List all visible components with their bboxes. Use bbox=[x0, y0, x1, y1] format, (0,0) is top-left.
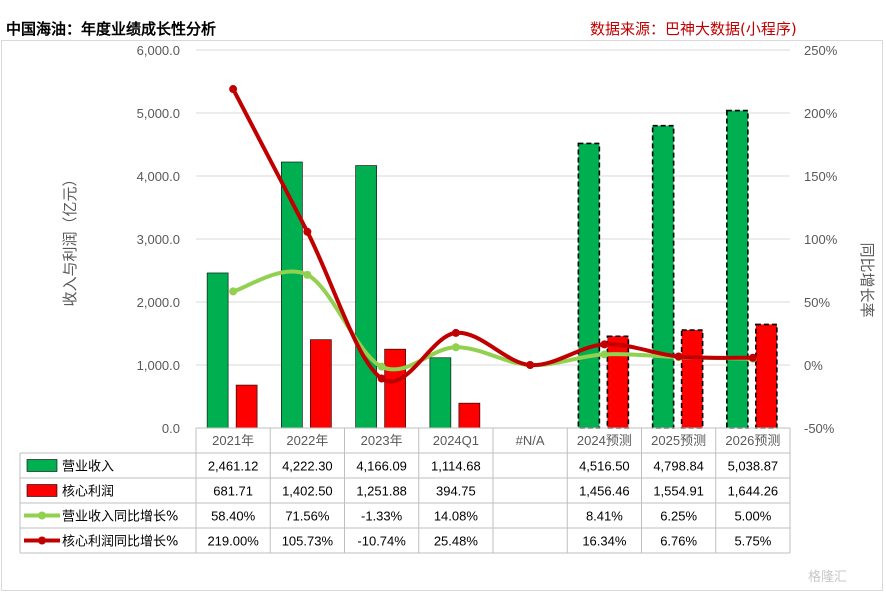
y-left-tick-label: 0.0 bbox=[162, 421, 180, 436]
data-label: 71.56% bbox=[285, 509, 330, 524]
profit-growth-point bbox=[674, 352, 683, 361]
y-left-tick-label: 6,000.0 bbox=[137, 43, 180, 58]
y-left-tick-label: 2,000.0 bbox=[137, 295, 180, 310]
data-label: 5.00% bbox=[734, 509, 771, 524]
revenue-growth-legend-marker bbox=[38, 511, 46, 520]
data-label: 681.71 bbox=[213, 484, 253, 499]
data-label: -1.33% bbox=[361, 509, 403, 524]
data-label: 25.48% bbox=[434, 534, 479, 549]
profit-bar bbox=[384, 348, 406, 429]
profit-growth-point bbox=[748, 353, 757, 362]
y-right-axis-title: 同比增长率 bbox=[858, 242, 876, 317]
revenue-bar bbox=[577, 142, 601, 429]
data-label: 4,798.84 bbox=[653, 459, 704, 474]
profit-growth-line bbox=[231, 87, 755, 384]
y-left-axis-title: 收入与利润（亿元） bbox=[61, 171, 79, 306]
chart-frame bbox=[1, 40, 883, 591]
data-label: 16.34% bbox=[582, 534, 627, 549]
legend-label: 核心利润同比增长% bbox=[62, 535, 178, 550]
profit-growth-point bbox=[229, 85, 238, 94]
profit-bar bbox=[235, 384, 258, 429]
profit-growth-point bbox=[303, 227, 312, 236]
category-label: #N/A bbox=[516, 433, 545, 448]
profit-bar bbox=[310, 339, 332, 429]
data-label: 6.76% bbox=[660, 534, 697, 549]
revenue-growth-point bbox=[377, 362, 386, 371]
revenue-bar bbox=[355, 165, 377, 429]
profit-growth-point bbox=[600, 340, 609, 349]
category-label: 2023年 bbox=[361, 433, 403, 448]
category-label: 2024Q1 bbox=[433, 433, 479, 448]
y-left-tick-label: 1,000.0 bbox=[137, 358, 180, 373]
data-label: 6.25% bbox=[660, 509, 697, 524]
data-label: 1,251.88 bbox=[356, 484, 407, 499]
legend-label: 营业收入 bbox=[62, 460, 114, 475]
revenue-bar bbox=[651, 124, 675, 429]
profit-legend-swatch bbox=[26, 484, 58, 497]
revenue-growth-line bbox=[231, 269, 755, 372]
revenue-bar bbox=[726, 109, 749, 429]
y-right-tick-label: 250% bbox=[804, 43, 838, 58]
revenue-growth-point bbox=[303, 270, 312, 279]
revenue-growth-point bbox=[451, 343, 460, 352]
legend-label: 营业收入同比增长% bbox=[62, 510, 178, 525]
data-label: 5,038.87 bbox=[728, 459, 779, 474]
data-label: 1,554.91 bbox=[653, 484, 704, 499]
category-label: 2022年 bbox=[286, 433, 328, 448]
profit-growth-point bbox=[451, 328, 460, 337]
data-label: 5.75% bbox=[734, 534, 771, 549]
profit-bar bbox=[680, 329, 704, 429]
profit-bar bbox=[606, 335, 630, 429]
data-label: 58.40% bbox=[211, 509, 256, 524]
revenue-growth-point bbox=[600, 350, 609, 359]
data-label: 4,222.30 bbox=[282, 459, 333, 474]
data-label: 1,114.68 bbox=[431, 459, 481, 474]
data-label: 14.08% bbox=[434, 509, 479, 524]
profit-growth-point bbox=[526, 361, 535, 369]
y-right-tick-label: -50% bbox=[804, 421, 835, 436]
data-label: 1,402.50 bbox=[282, 484, 333, 499]
revenue-legend-swatch bbox=[26, 459, 58, 472]
y-right-tick-label: 0% bbox=[804, 358, 823, 373]
data-label: 8.41% bbox=[586, 509, 623, 524]
data-label: -10.74% bbox=[357, 534, 406, 549]
data-label: 105.73% bbox=[282, 534, 334, 549]
data-label: 2,461.12 bbox=[208, 459, 259, 474]
chart-title: 中国海油：年度业绩成长性分析 bbox=[6, 20, 217, 38]
category-label: 2024预测 bbox=[577, 433, 632, 448]
legend-label: 核心利润 bbox=[62, 485, 114, 500]
data-label: 1,644.26 bbox=[728, 484, 779, 499]
data-label: 394.75 bbox=[436, 484, 476, 499]
category-label: 2021年 bbox=[212, 433, 254, 448]
y-right-tick-label: 50% bbox=[804, 295, 830, 310]
y-right-tick-label: 100% bbox=[804, 232, 838, 247]
y-left-tick-label: 5,000.0 bbox=[137, 106, 180, 121]
data-source-note: 数据来源：巴神大数据(小程序) bbox=[590, 20, 797, 38]
revenue-growth-point bbox=[229, 287, 238, 296]
data-label: 4,166.09 bbox=[356, 459, 407, 474]
data-label: 1,456.46 bbox=[579, 484, 630, 499]
y-left-tick-label: 4,000.0 bbox=[137, 169, 180, 184]
revenue-bar bbox=[206, 272, 229, 429]
profit-bar bbox=[458, 402, 481, 429]
category-label: 2026预测 bbox=[725, 433, 780, 448]
y-right-tick-label: 200% bbox=[804, 106, 838, 121]
y-left-tick-label: 3,000.0 bbox=[137, 232, 180, 247]
data-label: 4,516.50 bbox=[579, 459, 630, 474]
category-label: 2025预测 bbox=[651, 433, 706, 448]
profit-growth-legend-marker bbox=[38, 536, 46, 545]
revenue-bar bbox=[429, 357, 452, 429]
profit-growth-point bbox=[377, 374, 386, 383]
y-right-tick-label: 150% bbox=[804, 169, 838, 184]
watermark-logo: 格隆汇 bbox=[808, 570, 848, 585]
profit-bar bbox=[755, 323, 778, 429]
data-label: 219.00% bbox=[207, 534, 259, 549]
